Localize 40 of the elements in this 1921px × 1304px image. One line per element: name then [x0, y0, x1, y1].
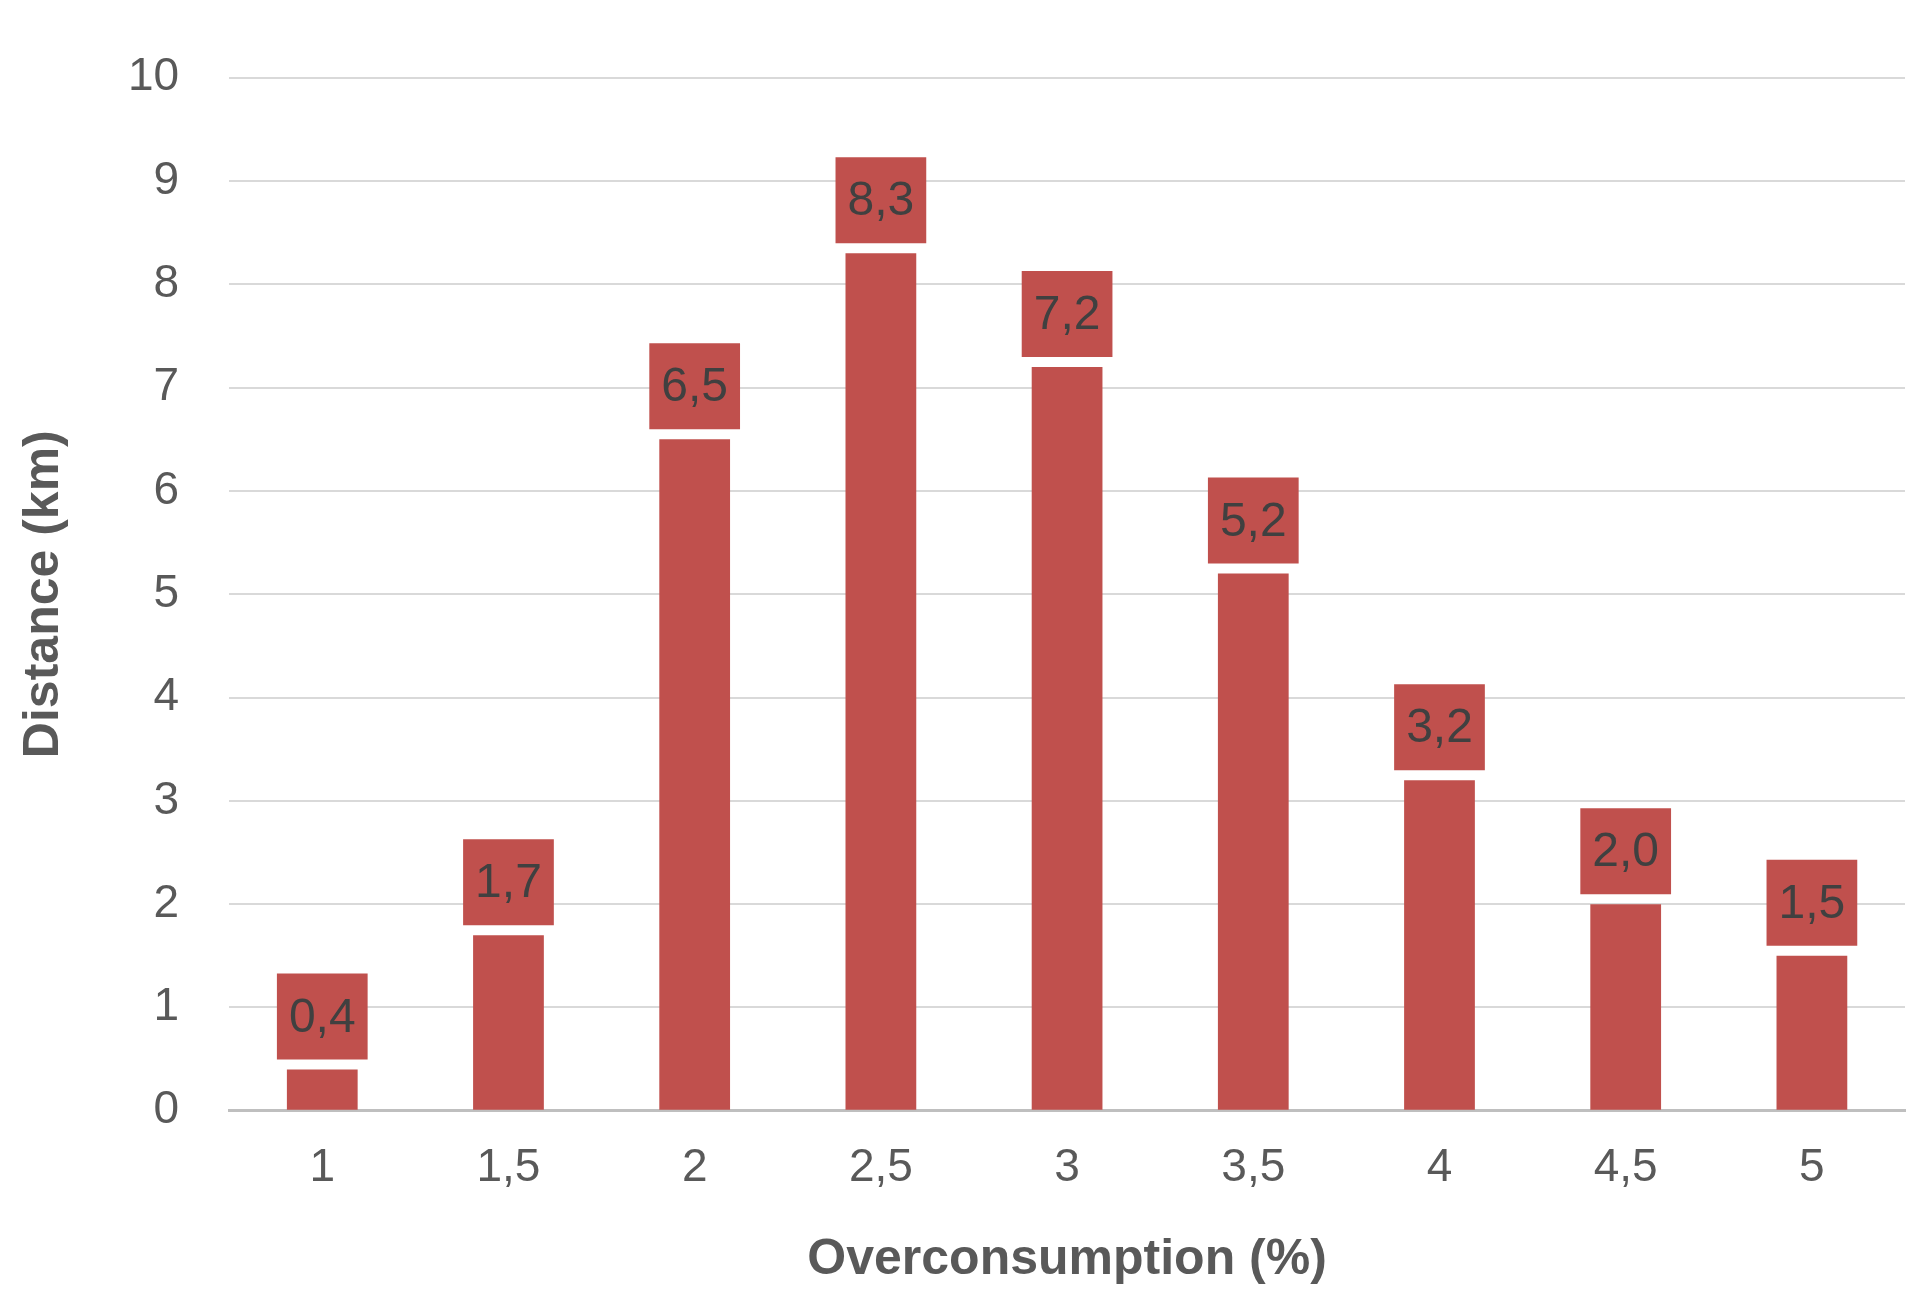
x-tick-label: 3: [1054, 1139, 1080, 1192]
x-tick-label: 2: [681, 1139, 708, 1192]
y-tick-label: 0: [153, 1081, 180, 1134]
x-tick-label: 4: [1426, 1139, 1453, 1192]
data-label: 2,0: [1592, 823, 1660, 877]
y-tick-label: 9: [153, 151, 180, 204]
y-tick-label: 4: [153, 668, 180, 721]
y-tick-label: 6: [153, 461, 180, 514]
x-axis-title: Overconsumption (%): [807, 1228, 1327, 1285]
data-label: 0,4: [288, 988, 356, 1042]
bar: [659, 439, 731, 1110]
bar: [845, 253, 917, 1110]
x-tick-label: 5: [1799, 1139, 1825, 1192]
bar: [1404, 780, 1475, 1110]
bar: [1217, 573, 1289, 1110]
bar: [473, 935, 544, 1110]
y-tick-label: 1: [153, 978, 180, 1031]
y-tick-label: 3: [153, 771, 180, 824]
x-tick-label: 3,5: [1221, 1139, 1286, 1192]
bar: [286, 1069, 358, 1110]
y-tick-label: 7: [153, 358, 180, 411]
y-axis-title: Distance (km): [12, 430, 69, 759]
bar: [1031, 366, 1103, 1110]
bar: [1590, 904, 1662, 1110]
data-label: 1,7: [475, 854, 542, 908]
data-label: 1,5: [1778, 875, 1846, 929]
x-tick-label: 2,5: [848, 1139, 913, 1192]
x-tick-label: 1: [309, 1139, 336, 1192]
y-tick-label: 5: [153, 564, 180, 617]
data-label: 5,2: [1219, 492, 1287, 546]
y-tick-label: 10: [127, 48, 180, 101]
x-tick-label: 1,5: [476, 1139, 541, 1192]
data-label: 8,3: [847, 172, 915, 226]
bar: [1776, 955, 1848, 1110]
y-tick-label: 8: [153, 254, 180, 307]
y-tick-label: 2: [153, 874, 180, 927]
data-label: 3,2: [1406, 699, 1473, 753]
data-label: 7,2: [1033, 286, 1101, 340]
data-label: 6,5: [661, 358, 729, 412]
x-tick-label: 4,5: [1593, 1139, 1658, 1192]
